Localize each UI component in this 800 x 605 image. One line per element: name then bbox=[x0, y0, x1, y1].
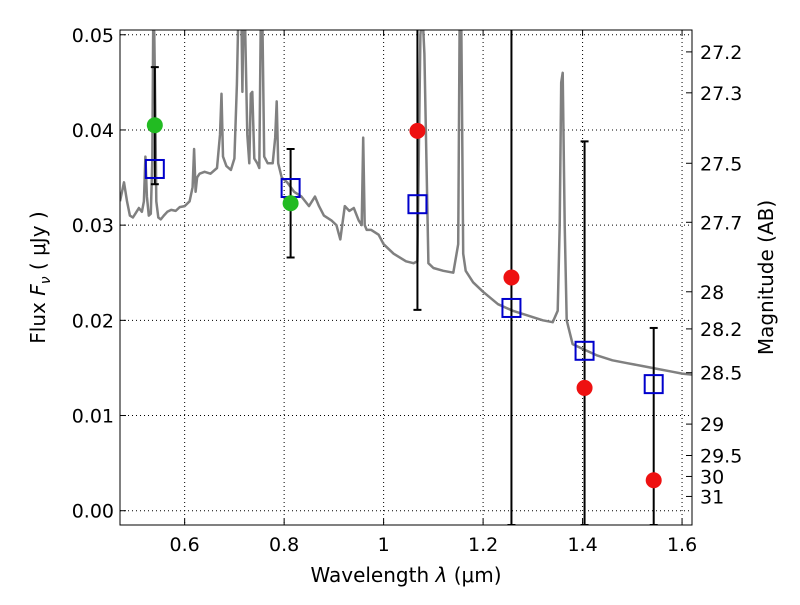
x-tick-label: 0.8 bbox=[269, 534, 299, 556]
x-tick-label: 1.2 bbox=[468, 534, 498, 556]
data-point-marker bbox=[503, 269, 520, 286]
y2-tick-label: 29.5 bbox=[700, 446, 742, 468]
data-point-marker bbox=[146, 117, 163, 134]
data-point-marker bbox=[409, 122, 426, 139]
y2-tick-label: 27.7 bbox=[700, 212, 742, 234]
spectrum-line bbox=[120, 30, 692, 376]
data-layer bbox=[120, 30, 692, 525]
model-square-marker bbox=[501, 297, 522, 318]
model-square-marker bbox=[144, 158, 165, 179]
x-tick-label: 1 bbox=[378, 534, 390, 556]
model-square-marker bbox=[407, 194, 428, 215]
ticks: 0.6 0.8 1 1.2 1.4 1.6 0.00 0.01 0.02 0.03 0.04 0.05… bbox=[72, 25, 743, 556]
y2-tick-label: 28 bbox=[700, 282, 724, 304]
y2-tick-label: 27.2 bbox=[700, 42, 742, 64]
plot-background bbox=[120, 30, 692, 525]
y-tick-label: 0.00 bbox=[72, 501, 114, 523]
data-point-marker bbox=[645, 472, 662, 489]
x-tick-label: 0.6 bbox=[170, 534, 200, 556]
x-tick-label: 1.6 bbox=[667, 534, 697, 556]
y2-axis-label: Magnitude (AB) bbox=[754, 200, 778, 355]
grid bbox=[120, 30, 692, 525]
x-axis-label: Wavelength λ (μm) bbox=[310, 563, 501, 587]
y2-tick-label: 28.5 bbox=[700, 363, 742, 385]
model-square-marker bbox=[643, 374, 664, 395]
model-square-marker bbox=[574, 340, 595, 361]
y2-tick-label: 31 bbox=[700, 486, 724, 508]
y2-tick-label: 30 bbox=[700, 466, 724, 488]
y2-tick-label: 27.5 bbox=[700, 153, 742, 175]
x-tick-label: 1.4 bbox=[567, 534, 597, 556]
y-tick-label: 0.03 bbox=[72, 215, 114, 237]
y-axis-label: Flux Fν ( μJy ) bbox=[26, 211, 54, 343]
y-tick-label: 0.04 bbox=[72, 120, 114, 142]
y2-tick-label: 28.2 bbox=[700, 319, 742, 341]
y2-tick-label: 29 bbox=[700, 414, 724, 436]
y-tick-label: 0.05 bbox=[72, 25, 114, 47]
data-point-marker bbox=[282, 195, 299, 212]
y2-tick-label: 27.3 bbox=[700, 83, 742, 105]
y-tick-label: 0.01 bbox=[72, 406, 114, 428]
y-tick-label: 0.02 bbox=[72, 310, 114, 332]
plot-frame bbox=[119, 29, 693, 526]
data-point-marker bbox=[576, 379, 593, 396]
